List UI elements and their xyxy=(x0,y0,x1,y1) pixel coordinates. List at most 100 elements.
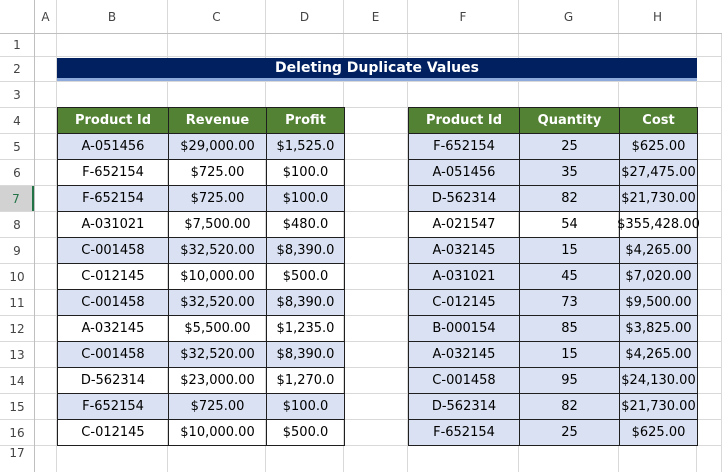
header-separator xyxy=(0,33,722,34)
table-cell: $1,525.0 xyxy=(266,133,345,160)
grid-line xyxy=(0,185,722,186)
table-cell: $9,500.00 xyxy=(619,289,698,316)
row-header[interactable]: 10 xyxy=(0,264,34,289)
column-header[interactable]: D xyxy=(266,0,343,33)
table-cell: F-652154 xyxy=(57,185,169,212)
column-header[interactable]: B xyxy=(57,0,167,33)
row-header[interactable]: 15 xyxy=(0,394,34,419)
grid-line xyxy=(0,107,722,108)
table-cell: 73 xyxy=(519,289,620,316)
row-header[interactable]: 6 xyxy=(0,160,34,185)
table-header: Profit xyxy=(266,107,345,134)
table-cell: A-032145 xyxy=(408,237,520,264)
row-header[interactable]: 5 xyxy=(0,134,34,159)
row-header[interactable]: 3 xyxy=(0,82,34,107)
grid-line xyxy=(618,0,619,472)
table-cell: A-051456 xyxy=(57,133,169,160)
grid-line xyxy=(0,315,722,316)
grid-line xyxy=(56,0,57,472)
table-cell: 35 xyxy=(519,159,620,186)
grid-line xyxy=(518,0,519,472)
column-header[interactable]: C xyxy=(168,0,265,33)
table-header: Quantity xyxy=(519,107,620,134)
table-cell: 25 xyxy=(519,419,620,446)
grid-line xyxy=(0,81,722,82)
grid-line xyxy=(0,133,722,134)
table-cell: $725.00 xyxy=(168,185,267,212)
grid-line xyxy=(0,237,722,238)
grid-line xyxy=(0,159,722,160)
table-header: Cost xyxy=(619,107,698,134)
table-cell: $625.00 xyxy=(619,419,698,446)
grid-line xyxy=(0,289,722,290)
table-cell: A-032145 xyxy=(408,341,520,368)
grid-line xyxy=(167,0,168,472)
table-cell: $625.00 xyxy=(619,133,698,160)
row-header[interactable]: 9 xyxy=(0,238,34,263)
table-cell: 45 xyxy=(519,263,620,290)
table-cell: C-012145 xyxy=(57,263,169,290)
row-header[interactable]: 14 xyxy=(0,368,34,393)
row-header[interactable]: 13 xyxy=(0,342,34,367)
table-cell: $27,475.00 xyxy=(619,159,698,186)
grid-line xyxy=(0,263,722,264)
column-header[interactable]: H xyxy=(619,0,696,33)
table-cell: F-652154 xyxy=(408,419,520,446)
table-cell: F-652154 xyxy=(408,133,520,160)
table-cell: $100.0 xyxy=(266,159,345,186)
table-cell: $8,390.0 xyxy=(266,289,345,316)
table-cell: F-652154 xyxy=(57,159,169,186)
column-header[interactable]: G xyxy=(519,0,618,33)
grid-line xyxy=(343,0,344,472)
row-header[interactable]: 1 xyxy=(0,34,34,56)
table-cell: 82 xyxy=(519,393,620,420)
grid-line xyxy=(0,211,722,212)
table-cell: $8,390.0 xyxy=(266,341,345,368)
table-cell: 15 xyxy=(519,237,620,264)
table-cell: $7,020.00 xyxy=(619,263,698,290)
table-cell: C-012145 xyxy=(408,289,520,316)
grid-line xyxy=(696,0,697,472)
table-cell: 15 xyxy=(519,341,620,368)
row-header[interactable]: 2 xyxy=(0,57,34,81)
row-header[interactable]: 17 xyxy=(0,446,34,460)
row-header[interactable]: 16 xyxy=(0,420,34,445)
table-cell: $500.0 xyxy=(266,419,345,446)
table-cell: $725.00 xyxy=(168,393,267,420)
title-bar: Deleting Duplicate Values xyxy=(57,58,697,81)
table-header: Product Id xyxy=(57,107,169,134)
table-cell: $1,270.0 xyxy=(266,367,345,394)
row-header[interactable]: 4 xyxy=(0,108,34,133)
table-cell: 85 xyxy=(519,315,620,342)
table-cell: $100.0 xyxy=(266,185,345,212)
table-cell: C-001458 xyxy=(408,367,520,394)
row-header[interactable]: 7 xyxy=(0,186,34,211)
table-cell: D-562314 xyxy=(408,185,520,212)
column-header[interactable]: E xyxy=(344,0,407,33)
column-header[interactable]: A xyxy=(35,0,56,33)
grid-line xyxy=(407,0,408,472)
table-cell: D-562314 xyxy=(408,393,520,420)
table-cell: 54 xyxy=(519,211,620,238)
grid-line xyxy=(0,56,722,57)
table-cell: 82 xyxy=(519,185,620,212)
table-cell: $1,235.0 xyxy=(266,315,345,342)
table-cell: $8,390.0 xyxy=(266,237,345,264)
table-cell: 25 xyxy=(519,133,620,160)
row-header[interactable]: 12 xyxy=(0,316,34,341)
table-cell: A-051456 xyxy=(408,159,520,186)
table-cell: A-032145 xyxy=(57,315,169,342)
grid-line xyxy=(0,341,722,342)
column-header[interactable]: F xyxy=(408,0,518,33)
table-cell: B-000154 xyxy=(408,315,520,342)
table-cell: $4,265.00 xyxy=(619,341,698,368)
table-cell: $500.0 xyxy=(266,263,345,290)
table-cell: $32,520.00 xyxy=(168,237,267,264)
table-header: Product Id xyxy=(408,107,520,134)
row-header[interactable]: 11 xyxy=(0,290,34,315)
table-cell: C-001458 xyxy=(57,289,169,316)
column-header xyxy=(697,0,722,33)
table-cell: $32,520.00 xyxy=(168,341,267,368)
row-header[interactable]: 8 xyxy=(0,212,34,237)
